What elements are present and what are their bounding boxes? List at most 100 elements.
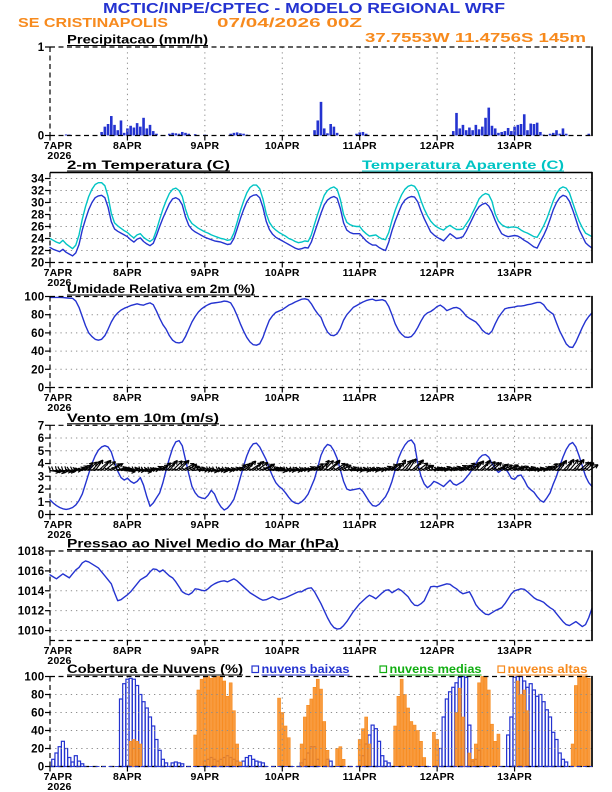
cloud-bar-nuvens-altas — [132, 739, 136, 767]
legend-swatch-green — [379, 665, 388, 674]
precip-bar — [180, 131, 184, 136]
cloud-bar-nuvens-baixas — [164, 762, 169, 768]
cloud-bar-nuvens-altas — [219, 676, 223, 767]
precip-bar — [232, 132, 236, 136]
legend-label-blue: nuvens baixas — [262, 664, 350, 676]
cloud-bar-nuvens-altas — [299, 743, 304, 767]
y-tick-label: 1 — [38, 42, 45, 54]
cloud-bar-nuvens-baixas — [67, 756, 72, 768]
day-tick-label: 8APR — [113, 519, 142, 531]
legend-swatch-orange — [497, 665, 506, 674]
cloud-bar-nuvens-baixas — [118, 698, 124, 768]
cloud-bar-nuvens-baixas — [451, 686, 456, 768]
cloud-bar-nuvens-baixas — [386, 762, 391, 768]
precip-bar — [458, 128, 462, 136]
wind-arrow — [87, 460, 101, 472]
precip-bar — [510, 131, 513, 136]
precip-bar — [535, 122, 539, 136]
wind-arrow — [552, 461, 565, 472]
day-tick-label: 13APR — [497, 645, 532, 657]
precip-bar — [113, 124, 116, 136]
wind-arrow — [307, 465, 322, 472]
wind-arrow — [471, 460, 485, 472]
cloud-bar-nuvens-baixas — [441, 716, 446, 768]
wind-arrow — [164, 459, 178, 472]
wind-arrow — [452, 465, 467, 472]
cloud-bar-nuvens-baixas — [144, 707, 149, 768]
wind-arrow — [504, 464, 519, 472]
y-tick-label: 32 — [31, 186, 44, 198]
cloud-bar-nuvens-altas — [461, 716, 465, 767]
precip-bar — [242, 133, 245, 136]
legend-swatch-blue — [251, 665, 260, 674]
cloud-bar-nuvens-altas — [341, 758, 346, 767]
precip-bar — [106, 124, 110, 136]
wind-arrow — [387, 463, 402, 472]
day-tick-label: 10APR — [265, 771, 300, 783]
precip-bar — [145, 128, 149, 136]
wind-arrow — [333, 463, 349, 471]
cloud-bar-nuvens-baixas — [173, 761, 178, 768]
day-tick-label: 11APR — [343, 392, 377, 404]
wind-arrow — [577, 461, 592, 472]
wind-arrow — [174, 459, 190, 472]
y-tick-label: 80 — [31, 690, 44, 702]
wind-arrow — [94, 460, 110, 472]
precip-bar — [551, 132, 555, 136]
y-tick-label: 60 — [31, 328, 44, 340]
cloud-bar-nuvens-altas — [415, 730, 420, 767]
wind-arrow — [484, 461, 500, 472]
precip-bar — [193, 134, 197, 136]
wind-arrow — [75, 465, 89, 472]
cloud-bar-nuvens-baixas — [509, 716, 514, 768]
cloud-bar-nuvens-altas — [406, 707, 410, 767]
wind-arrow — [456, 465, 471, 472]
year-label: 2026 — [47, 529, 71, 541]
wind-arrow — [252, 461, 269, 471]
day-tick-label: 7APR — [44, 140, 73, 152]
cloud-bar-nuvens-baixas — [73, 755, 78, 768]
cloud-bar-nuvens-altas — [583, 676, 588, 767]
wind-arrow — [236, 463, 251, 471]
cloud-bar-nuvens-altas — [364, 716, 368, 767]
day-tick-label: 7APR — [44, 645, 73, 657]
cloud-bar-nuvens-baixas — [554, 738, 559, 768]
cloud-bar-nuvens-altas — [496, 733, 501, 767]
day-tick-label: 10APR — [265, 519, 300, 531]
wind-arrow — [461, 462, 476, 472]
day-tick-label: 12APR — [420, 771, 455, 783]
cloud-bar-nuvens-baixas — [444, 698, 449, 768]
y-tick-label: 4 — [38, 459, 45, 471]
cloud-bar-nuvens-baixas — [541, 701, 546, 768]
cloud-bar-nuvens-baixas — [141, 701, 146, 768]
cloud-bar-nuvens-baixas — [376, 740, 382, 768]
panel-title-right: Temperatura Aparente (C) — [362, 160, 564, 172]
day-tick-label: 11APR — [343, 771, 377, 783]
y-tick-label: 24 — [31, 234, 45, 246]
precip-bar — [326, 133, 329, 136]
wind-arrow — [304, 466, 319, 472]
cloud-bar-nuvens-altas — [409, 721, 414, 767]
precip-bar — [229, 133, 232, 136]
day-tick-label: 13APR — [497, 140, 532, 152]
wind-arrow — [97, 459, 112, 472]
y-tick-label: 60 — [31, 708, 44, 720]
y-tick-label: 0 — [38, 383, 45, 395]
cloud-bar-nuvens-altas — [515, 680, 520, 767]
precip-bar — [361, 131, 365, 136]
wind-arrow — [491, 464, 507, 472]
wind-arrow — [481, 461, 496, 472]
cloud-bar-nuvens-altas — [361, 728, 365, 767]
day-tick-label: 9APR — [190, 645, 219, 657]
panel-title-wind: Vento em 10m (m/s) — [67, 413, 219, 425]
precip-bar — [122, 132, 126, 136]
cloud-bar-nuvens-altas — [212, 676, 217, 767]
precip-bar — [539, 131, 542, 136]
wind-arrow — [390, 462, 405, 472]
cloud-bar-nuvens-altas — [480, 676, 485, 767]
day-tick-label: 9APR — [190, 392, 219, 404]
y-tick-label: 28 — [31, 210, 45, 222]
precip-bar — [503, 131, 507, 136]
precip-bar — [516, 124, 520, 136]
